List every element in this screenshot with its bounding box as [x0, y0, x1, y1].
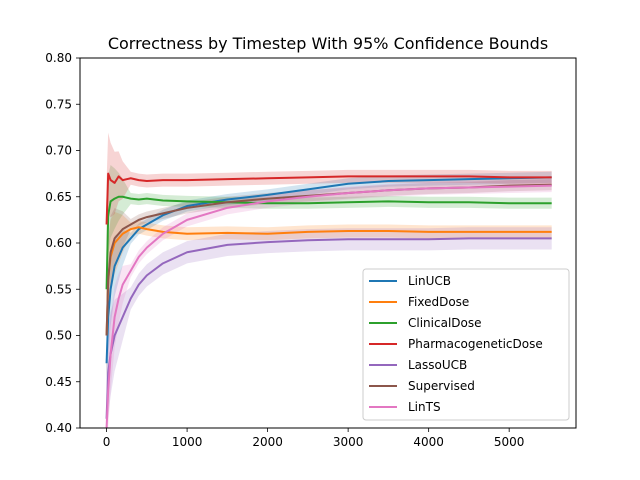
y-axis: 0.40 0.45 0.50 0.55 0.60 0.65 0.70 0.75 0.80 — [45, 51, 80, 435]
confidence-band-lassoucb — [106, 227, 552, 428]
legend-label-lints: LinTS — [408, 400, 441, 414]
confidence-band-clinicaldose — [106, 164, 552, 332]
chart-title: Correctness by Timestep With 95% Confide… — [108, 34, 548, 53]
y-tick-label: 0.45 — [45, 375, 72, 389]
legend-label-supervised: Supervised — [408, 379, 475, 393]
y-tick-label: 0.55 — [45, 282, 72, 296]
x-axis: 0 1000 2000 3000 4000 5000 — [103, 428, 525, 449]
y-tick-label: 0.40 — [45, 421, 72, 435]
x-tick-label: 4000 — [413, 435, 444, 449]
x-tick-label: 0 — [103, 435, 111, 449]
confidence-bands — [106, 132, 552, 428]
series-lines — [105, 172, 552, 429]
legend: LinUCB FixedDose ClinicalDose Pharmacogenet… — [362, 268, 570, 421]
series-line-clinicaldose — [105, 195, 552, 290]
x-tick-label: 3000 — [333, 435, 364, 449]
y-tick-label: 0.70 — [45, 144, 72, 158]
y-tick-label: 0.50 — [45, 329, 72, 343]
y-tick-label: 0.60 — [45, 236, 72, 250]
legend-label-lassoucb: LassoUCB — [408, 358, 467, 372]
legend-label-clinicaldose: ClinicalDose — [408, 316, 482, 330]
series-line-lints — [105, 184, 552, 429]
y-tick-label: 0.80 — [45, 51, 72, 65]
y-tick-label: 0.75 — [45, 97, 72, 111]
legend-label-pharmacogeneticdose: PharmacogeneticDose — [408, 337, 543, 351]
legend-label-fixeddose: FixedDose — [408, 295, 469, 309]
x-tick-label: 1000 — [172, 435, 203, 449]
confidence-band-fixeddose — [106, 211, 552, 379]
legend-label-linucb: LinUCB — [408, 274, 451, 288]
legend-box — [362, 268, 570, 421]
series-line-pharmacogeneticdose — [105, 172, 552, 225]
series-line-lassoucb — [105, 237, 552, 419]
y-tick-label: 0.65 — [45, 190, 72, 204]
x-tick-label: 5000 — [494, 435, 525, 449]
series-line-fixeddose — [105, 226, 552, 336]
x-tick-label: 2000 — [252, 435, 283, 449]
